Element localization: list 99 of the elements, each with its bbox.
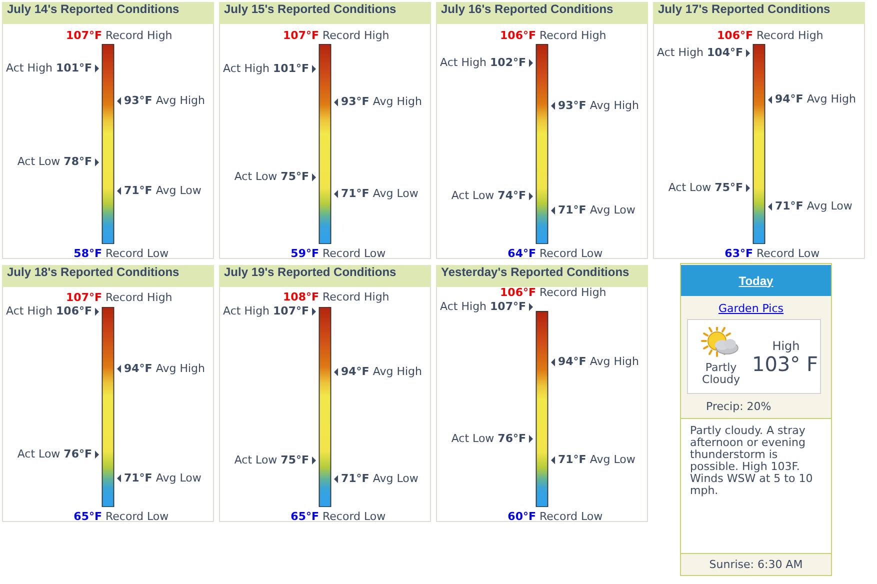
data-label: 71°F — [341, 472, 370, 485]
category-label: Act Low — [451, 432, 498, 445]
category-label: Act High — [657, 46, 708, 60]
category-label: Act Low — [17, 447, 64, 460]
data-label: 59°F — [290, 247, 320, 260]
category-label: Act Low — [451, 189, 498, 202]
text: Garden Pics — [718, 302, 784, 315]
category-label: Act High — [6, 61, 56, 74]
data-label: 74°F — [498, 189, 526, 202]
data-label: 106°F — [500, 29, 536, 42]
text: Today — [738, 274, 774, 288]
category-label: Act Low — [668, 181, 715, 194]
text: Yesterday's Reported Conditions — [436, 265, 648, 287]
category-label: Act High — [440, 56, 490, 69]
data-label: 93°F — [124, 94, 152, 107]
category-label: Avg High — [369, 95, 422, 108]
data-label: 106°F — [717, 29, 754, 42]
text: High — [771, 339, 801, 353]
text: Precip: 20% — [706, 400, 772, 413]
text: July 18's Reported Conditions — [2, 265, 214, 287]
category-label: Avg Low — [152, 184, 202, 197]
category-label: Avg Low — [369, 472, 418, 485]
data-label: 71°F — [775, 200, 804, 213]
data-label: 94°F — [341, 364, 370, 378]
data-label: 75°F — [280, 170, 310, 184]
category-label: Avg Low — [369, 186, 418, 200]
data-label: 71°F — [558, 204, 586, 217]
data-label: 107°F — [273, 304, 310, 318]
text: July 16's Reported Conditions — [436, 2, 648, 24]
category-label: Act Low — [234, 170, 281, 184]
category-label: Record Low — [753, 247, 820, 260]
category-label: Record High — [753, 29, 824, 42]
data-label: 101°F — [273, 62, 310, 75]
text: Partly Cloudy — [701, 361, 741, 386]
data-label: 64°F — [508, 247, 536, 260]
text: Sunrise: 6:30 AM — [708, 558, 804, 571]
data-label: 75°F — [280, 453, 310, 466]
data-label: 71°F — [558, 453, 586, 466]
category-label: Record Low — [536, 510, 603, 523]
data-label: 60°F — [508, 510, 536, 523]
data-label: 107°F — [283, 29, 320, 42]
category-label: Record High — [102, 29, 172, 42]
category-label: Avg High — [369, 364, 422, 378]
category-label: Record High — [536, 286, 606, 299]
data-label: 58°F — [74, 247, 102, 260]
data-label: 71°F — [124, 184, 152, 197]
data-label: 94°F — [558, 355, 586, 368]
data-label: 76°F — [64, 447, 92, 460]
category-label: Avg High — [586, 355, 639, 368]
data-label: 93°F — [341, 95, 370, 108]
category-label: Act Low — [17, 155, 64, 168]
category-label: Record High — [319, 290, 390, 304]
category-label: Avg High — [803, 92, 856, 106]
category-label: Avg Low — [586, 204, 636, 217]
data-label: 102°F — [490, 56, 526, 69]
data-label: 78°F — [64, 155, 92, 168]
category-label: Act High — [440, 300, 490, 313]
text: July 19's Reported Conditions — [219, 265, 431, 287]
data-label: 65°F — [290, 510, 320, 523]
data-label: 107°F — [490, 300, 526, 313]
category-label: Record High — [319, 29, 390, 42]
text: July 17's Reported Conditions — [653, 2, 865, 24]
text: July 15's Reported Conditions — [219, 2, 431, 24]
category-label: Act High — [223, 62, 274, 75]
data-label: 94°F — [775, 92, 804, 106]
category-label: Act Low — [234, 453, 281, 466]
category-label: Record Low — [319, 510, 386, 523]
category-label: Avg Low — [152, 471, 202, 484]
text: 103° F — [750, 352, 820, 376]
data-label: 71°F — [124, 471, 152, 484]
category-label: Record Low — [536, 247, 603, 260]
text: July 14's Reported Conditions — [2, 2, 214, 24]
category-label: Avg Low — [803, 200, 852, 213]
data-label: 75°F — [714, 181, 744, 194]
category-label: Act High — [6, 304, 56, 318]
data-label: 104°F — [707, 46, 744, 60]
data-label: 108°F — [283, 290, 320, 304]
category-label: Record Low — [102, 247, 169, 260]
text: Partly cloudy. A stray afternoon or evening thunderstorm is possible. High 103F. Winds WSW at 5 to 10 mph. — [681, 418, 831, 554]
data-label: 63°F — [724, 247, 754, 260]
data-label: 71°F — [341, 186, 370, 200]
data-label: 107°F — [66, 290, 102, 304]
data-label: 106°F — [500, 286, 536, 299]
category-label: Record High — [102, 290, 172, 304]
category-label: Avg Low — [586, 453, 636, 466]
data-label: 65°F — [74, 510, 102, 523]
category-label: Avg High — [152, 94, 205, 107]
category-label: Act High — [223, 304, 274, 318]
category-label: Record High — [536, 29, 606, 42]
data-label: 107°F — [66, 29, 102, 42]
data-label: 93°F — [558, 98, 586, 112]
data-label: 101°F — [56, 61, 92, 74]
data-label: 76°F — [498, 432, 526, 445]
category-label: Record Low — [319, 247, 386, 260]
category-label: Avg High — [152, 362, 205, 375]
data-label: 106°F — [56, 304, 92, 318]
data-label: 94°F — [124, 362, 152, 375]
category-label: Avg High — [586, 98, 639, 112]
category-label: Record Low — [102, 510, 169, 523]
